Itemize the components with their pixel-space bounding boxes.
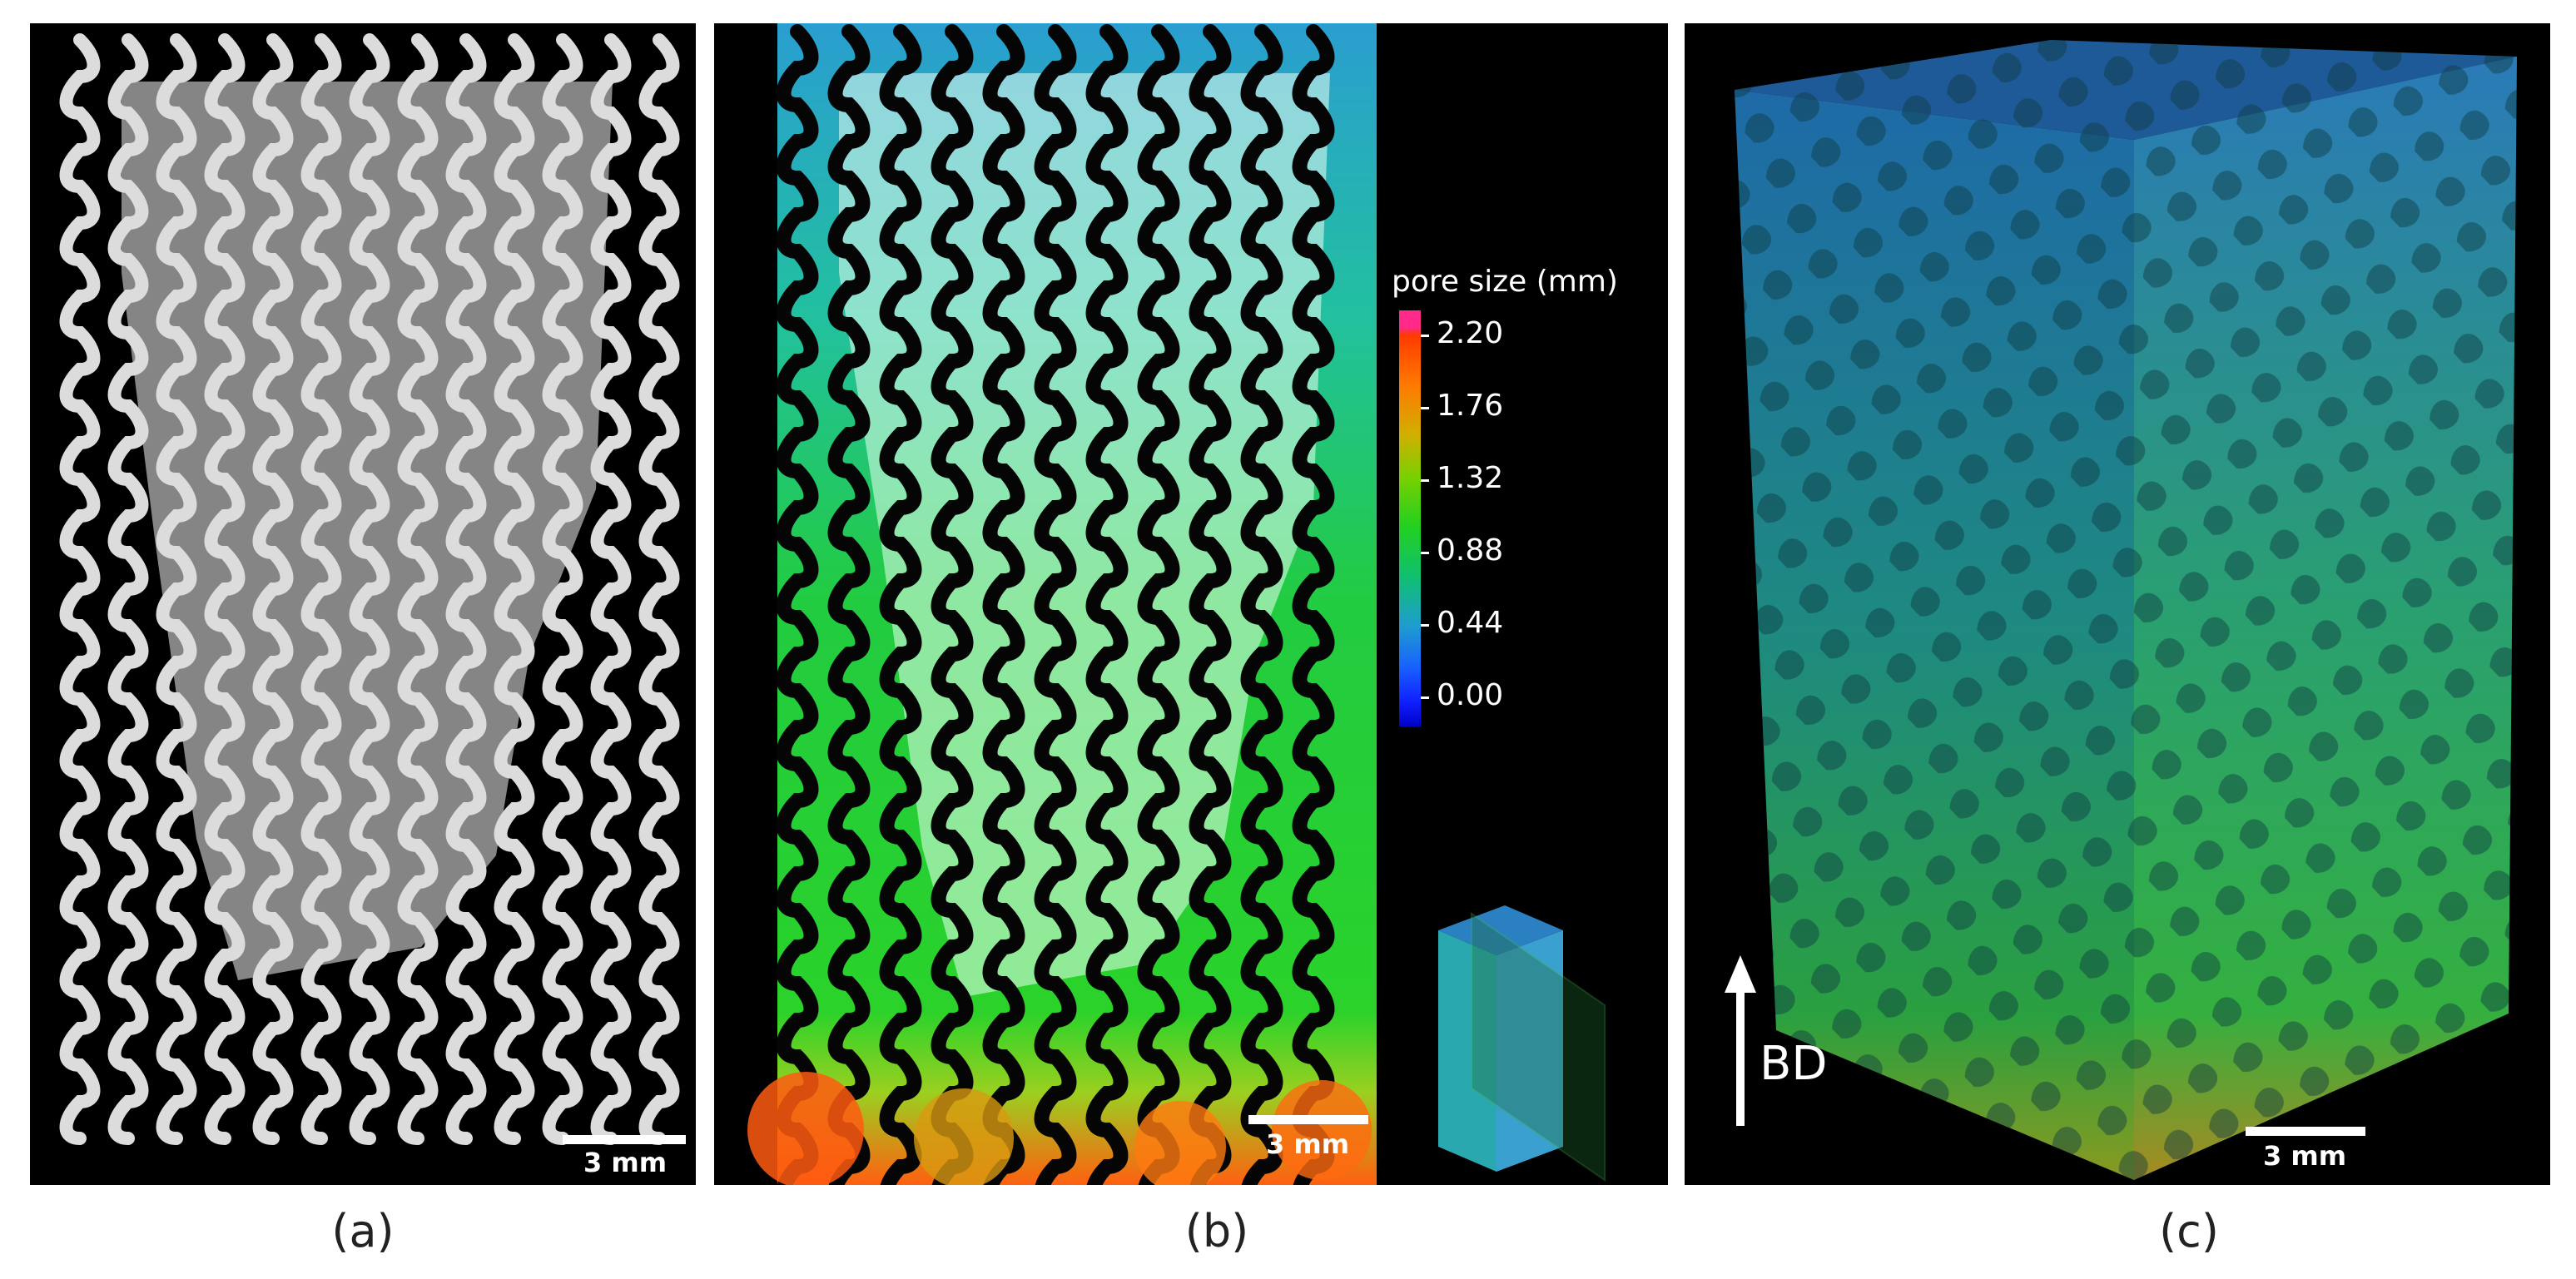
scale-label-b: 3 mm [1265, 1128, 1350, 1160]
lattice-struts [776, 24, 1335, 1185]
colorbar-title: pore size (mm) [1392, 265, 1618, 299]
strut [776, 24, 819, 1185]
strut [252, 33, 294, 1145]
strut [1034, 24, 1077, 1185]
caption-c: (c) [2159, 1205, 2219, 1257]
strut [107, 33, 149, 1145]
strut [204, 33, 246, 1145]
colorbar-tick-label: 1.76 [1437, 389, 1504, 423]
build-direction-arrow [1725, 955, 1756, 1126]
strut [445, 33, 487, 1145]
scale-bar-c [2246, 1127, 2365, 1136]
strut [1137, 24, 1180, 1185]
colorbar-tick-label: 0.44 [1437, 606, 1504, 640]
strut [827, 24, 871, 1185]
strut [156, 33, 197, 1145]
thumbnail-3d-cube [1438, 905, 1606, 1182]
panel-a-ct-slice: 3 mm [30, 23, 696, 1185]
scale-label-a: 3 mm [583, 1147, 668, 1178]
colorbar-ramp [1399, 310, 1421, 726]
strut [542, 33, 583, 1145]
caption-b: (b) [1184, 1205, 1249, 1257]
strut [494, 33, 535, 1145]
strut [931, 24, 974, 1185]
scale-label-c: 3 mm [2262, 1140, 2347, 1172]
strut [1085, 24, 1129, 1185]
caption-a: (a) [331, 1205, 395, 1257]
ct-slice-image [59, 33, 680, 1145]
strut [349, 33, 390, 1145]
strut [1240, 24, 1283, 1185]
panel-b-pore-size-map: 3 mm pore size (mm) 2.20 1.76 1.32 0.88 … [714, 23, 1668, 1185]
colorbar-tick-label: 1.32 [1437, 461, 1504, 495]
strut [590, 33, 632, 1145]
strut [982, 24, 1025, 1185]
powder-filled-region [122, 82, 613, 980]
scale-bar-b [1248, 1115, 1368, 1124]
scale-bar-a [563, 1135, 686, 1144]
panel-c-3d-render: BD 3 mm [1685, 23, 2550, 1185]
strut [300, 33, 342, 1145]
strut [638, 33, 680, 1145]
build-direction-label: BD [1760, 1037, 1828, 1091]
strut [1292, 24, 1335, 1185]
strut [879, 24, 922, 1185]
lattice-3d-render [1725, 40, 2517, 1180]
colorbar-tick-label: 0.88 [1437, 533, 1504, 568]
strut [1189, 24, 1232, 1185]
colorbar-tick-label: 0.00 [1437, 678, 1504, 712]
colorbar-tick-label: 2.20 [1437, 316, 1504, 350]
strut [59, 33, 101, 1145]
lattice-struts [59, 33, 680, 1145]
pore-size-map-image [747, 23, 1606, 1185]
strut [397, 33, 439, 1145]
